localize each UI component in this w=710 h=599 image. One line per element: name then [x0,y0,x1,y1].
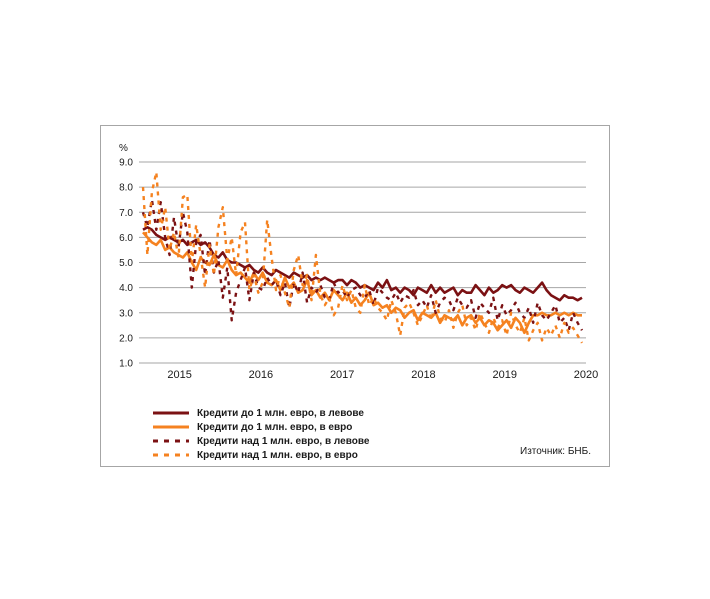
x-tick-label: 2018 [411,369,435,381]
y-axis-unit-label: % [119,143,128,154]
chart-frame: % 1.0 2.0 3.0 4.0 5.0 6.0 7.0 8.0 9.0 2015 2016 20… [100,125,610,467]
y-tick-label: 4.0 [119,283,133,294]
legend-label: Кредити до 1 млн. евро, в евро [197,421,353,433]
line-chart: % 1.0 2.0 3.0 4.0 5.0 6.0 7.0 8.0 9.0 2015 2016 20… [119,143,598,381]
y-tick-label: 6.0 [119,233,133,244]
legend-item: Кредити до 1 млн. евро, в левове [153,406,369,420]
series-line-4 [141,170,584,344]
x-tick-label: 2015 [167,369,191,381]
legend-label: Кредити над 1 млн. евро, в евро [197,449,358,461]
x-tick-label: 2017 [330,369,354,381]
legend-label: Кредити до 1 млн. евро, в левове [197,407,364,419]
x-tick-label: 2016 [249,369,273,381]
legend-item: Кредити над 1 млн. евро, в евро [153,448,369,462]
x-tick-label: 2020 [574,369,598,381]
chart-legend: Кредити до 1 млн. евро, в левове Кредити… [153,406,369,462]
y-tick-label: 8.0 [119,183,133,194]
series-line-3 [141,198,584,332]
legend-item: Кредити до 1 млн. евро, в евро [153,420,369,434]
x-tick-label: 2019 [492,369,516,381]
y-tick-label: 9.0 [119,158,133,169]
legend-label: Кредити над 1 млн. евро, в левове [197,435,370,447]
source-note: Източник: БНБ. [520,446,591,457]
y-tick-label: 3.0 [119,308,133,319]
legend-item: Кредити над 1 млн. евро, в левове [153,434,369,448]
y-tick-label: 2.0 [119,333,133,344]
series-line-1 [142,226,583,302]
y-tick-label: 5.0 [119,258,133,269]
y-tick-label: 7.0 [119,208,133,219]
y-tick-label: 1.0 [119,359,133,370]
